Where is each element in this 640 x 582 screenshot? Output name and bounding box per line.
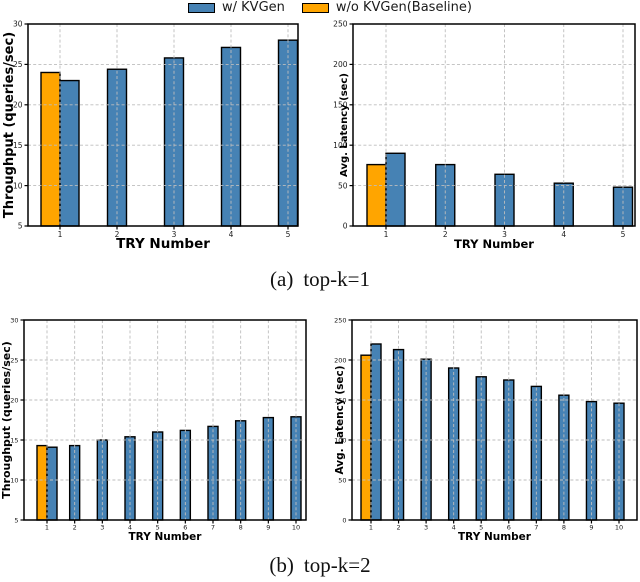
y-tick-label: 25 <box>13 60 23 69</box>
y-tick-label: 200 <box>334 356 346 364</box>
x-tick-label: 3 <box>502 230 507 239</box>
x-tick-label: 6 <box>183 524 187 532</box>
figure-legend: w/ KVGen w/o KVGen(Baseline) <box>10 1 640 15</box>
bar-baseline-try-1 <box>366 163 387 227</box>
bar-kvgen-try-1 <box>370 343 382 521</box>
x-tick-label: 6 <box>507 524 511 532</box>
x-tick-label: 4 <box>561 230 566 239</box>
x-tick-label: 1 <box>384 230 389 239</box>
axes-frame <box>351 319 638 521</box>
caption-a: (a) top-k=1 <box>0 262 640 296</box>
x-tick-label: 1 <box>369 524 373 532</box>
y-tick-label: 5 <box>14 516 18 524</box>
caption-a-prefix: (a) <box>270 267 294 291</box>
chart-throughput-topk2: 5 10 15 20 25 30 1 2 3 4 5 6 7 8 9 10 TRY Number Throughp… <box>0 316 307 543</box>
y-tick-label: 0 <box>342 516 346 524</box>
y-tick-label: 5 <box>18 222 23 231</box>
bar-kvgen-try-4 <box>220 46 242 227</box>
axes-frame <box>23 319 307 521</box>
axes-frame <box>352 23 636 227</box>
x-tick-label: 5 <box>156 524 160 532</box>
y-tick-label: 10 <box>13 181 23 190</box>
x-tick-label: 3 <box>172 230 177 239</box>
legend-label-with-kvgen: w/ KVGen <box>222 0 285 15</box>
bar-kvgen-try-1 <box>46 446 58 521</box>
y-axis-label: Avg. Latency (sec) <box>334 365 346 474</box>
legend-item-baseline: w/o KVGen(Baseline) <box>301 0 472 15</box>
y-axis-label: Avg. Latency (sec) <box>339 73 350 177</box>
x-tick-label: 9 <box>589 524 593 532</box>
y-tick-label: 50 <box>338 476 346 484</box>
bar-kvgen-try-4 <box>553 182 574 227</box>
y-tick-label: 100 <box>333 141 348 150</box>
y-tick-label: 250 <box>333 20 348 29</box>
caption-a-text: top-k=1 <box>303 267 370 291</box>
x-tick-label: 2 <box>115 230 120 239</box>
legend-label-baseline: w/o KVGen(Baseline) <box>335 0 472 15</box>
x-tick-label: 7 <box>534 524 538 532</box>
y-axis-label: Throughput (queries/sec) <box>0 341 13 499</box>
chart-latency-topk2: 0 50 100 150 200 250 1 2 3 4 5 6 7 8 9 10 TRY Number Avg.… <box>334 316 638 543</box>
y-tick-label: 250 <box>334 316 346 324</box>
axes-frame <box>27 23 299 227</box>
y-tick-label: 25 <box>10 356 18 364</box>
y-tick-label: 150 <box>333 101 348 110</box>
y-tick-label: 15 <box>13 141 23 150</box>
y-tick-label: 15 <box>10 436 18 444</box>
caption-b: (b) top-k=2 <box>0 549 640 581</box>
y-tick-label: 0 <box>343 222 348 231</box>
x-tick-label: 8 <box>239 524 243 532</box>
legend-item-with-kvgen: w/ KVGen <box>188 1 285 15</box>
legend-swatch-baseline-icon <box>301 3 329 13</box>
bar-baseline-try-1 <box>360 354 372 521</box>
x-tick-label: 5 <box>479 524 483 532</box>
y-tick-label: 30 <box>13 20 23 29</box>
bar-kvgen-try-1 <box>59 79 80 227</box>
y-axis-label: Throughput (queries/sec) <box>2 32 17 218</box>
bar-kvgen-try-7 <box>530 385 543 521</box>
y-tick-label: 30 <box>10 316 18 324</box>
x-axis-label: TRY Number <box>454 237 534 251</box>
x-tick-label: 1 <box>58 230 63 239</box>
x-tick-label: 4 <box>229 230 234 239</box>
x-tick-label: 10 <box>292 524 300 532</box>
bar-baseline-try-1 <box>36 444 48 521</box>
legend-swatch-with-kvgen-icon <box>188 3 216 13</box>
x-tick-label: 4 <box>452 524 456 532</box>
x-axis-label: TRY Number <box>116 236 210 252</box>
x-tick-label: 5 <box>621 230 626 239</box>
x-tick-label: 8 <box>562 524 566 532</box>
bar-baseline-try-1 <box>40 71 61 227</box>
bar-kvgen-try-6 <box>179 429 192 521</box>
x-tick-label: 3 <box>424 524 428 532</box>
x-tick-label: 1 <box>45 524 49 532</box>
y-tick-label: 20 <box>13 101 23 110</box>
chart-latency-topk1: 0 50 100 150 200 250 1 2 3 4 5 TRY Number Avg. Laten… <box>333 20 636 251</box>
y-tick-label: 10 <box>10 476 18 484</box>
y-tick-label: 150 <box>334 396 346 404</box>
x-tick-label: 9 <box>266 524 270 532</box>
x-tick-label: 2 <box>73 524 77 532</box>
x-tick-label: 7 <box>211 524 215 532</box>
x-tick-label: 5 <box>286 230 291 239</box>
bar-kvgen-try-1 <box>385 152 406 227</box>
x-axis-label: TRY Number <box>458 531 532 543</box>
x-tick-label: 3 <box>100 524 104 532</box>
x-tick-label: 2 <box>443 230 448 239</box>
x-tick-label: 4 <box>128 524 132 532</box>
y-tick-label: 200 <box>333 60 348 69</box>
y-tick-label: 20 <box>10 396 18 404</box>
x-tick-label: 10 <box>615 524 623 532</box>
y-tick-label: 100 <box>334 436 346 444</box>
caption-b-text: top-k=2 <box>303 553 371 577</box>
x-axis-label: TRY Number <box>129 531 203 543</box>
chart-throughput-topk1: 5 10 15 20 25 30 1 2 3 4 5 TRY Number Throughput (qu… <box>2 20 299 252</box>
y-tick-label: 50 <box>338 181 348 190</box>
caption-b-prefix: (b) <box>269 553 294 577</box>
x-tick-label: 2 <box>396 524 400 532</box>
